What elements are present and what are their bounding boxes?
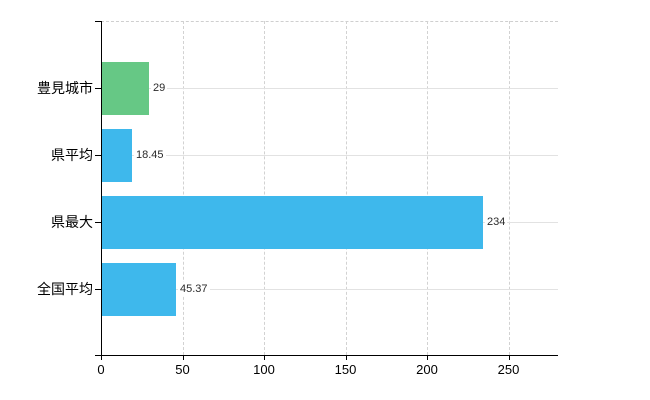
- x-tick-label-200: 200: [416, 362, 438, 377]
- y-tick-3: [95, 289, 101, 290]
- x-tick-label-0: 0: [97, 362, 105, 377]
- x-gridline-150: [345, 21, 347, 355]
- category-label-2: 県最大: [51, 214, 93, 230]
- bar-value-label-2: 234: [485, 215, 508, 229]
- x-axis-line: [95, 355, 558, 356]
- x-gridline-200: [427, 21, 428, 355]
- y-axis-line: [101, 21, 102, 356]
- bar-value-label-3: 45.37: [178, 282, 210, 296]
- bar-2: [102, 195, 483, 249]
- x-tick-label-250: 250: [497, 362, 520, 377]
- x-tick-label-150: 150: [334, 362, 357, 377]
- category-label-3: 全国平均: [37, 281, 93, 297]
- bar-0: [102, 61, 149, 115]
- bar-value-label-0: 29: [151, 81, 168, 95]
- y-gridline-3: [101, 289, 558, 290]
- y-gridline-1: [101, 155, 558, 156]
- x-tick-0: [101, 355, 102, 360]
- x-tick-100: [264, 355, 265, 360]
- bar-value-label-1: 18.45: [134, 148, 166, 162]
- x-tick-200: [427, 355, 428, 360]
- x-tick-label-50: 50: [175, 362, 190, 377]
- x-tick-250: [508, 355, 510, 360]
- x-tick-50: [182, 355, 184, 360]
- y-gridline-0: [101, 88, 558, 89]
- x-gridline-250: [508, 21, 510, 355]
- plot-top-border: [101, 21, 558, 22]
- x-tick-label-100: 100: [253, 362, 275, 377]
- bar-3: [102, 262, 176, 316]
- bar-1: [102, 128, 132, 182]
- x-gridline-50: [182, 21, 184, 355]
- category-label-0: 豊見城市: [37, 80, 93, 96]
- category-label-1: 県平均: [51, 147, 93, 163]
- y-axis-end-tick: [95, 21, 101, 22]
- y-tick-2: [95, 222, 101, 223]
- x-gridline-100: [264, 21, 265, 355]
- x-tick-150: [345, 355, 347, 360]
- y-tick-0: [95, 88, 101, 89]
- y-tick-1: [95, 155, 101, 156]
